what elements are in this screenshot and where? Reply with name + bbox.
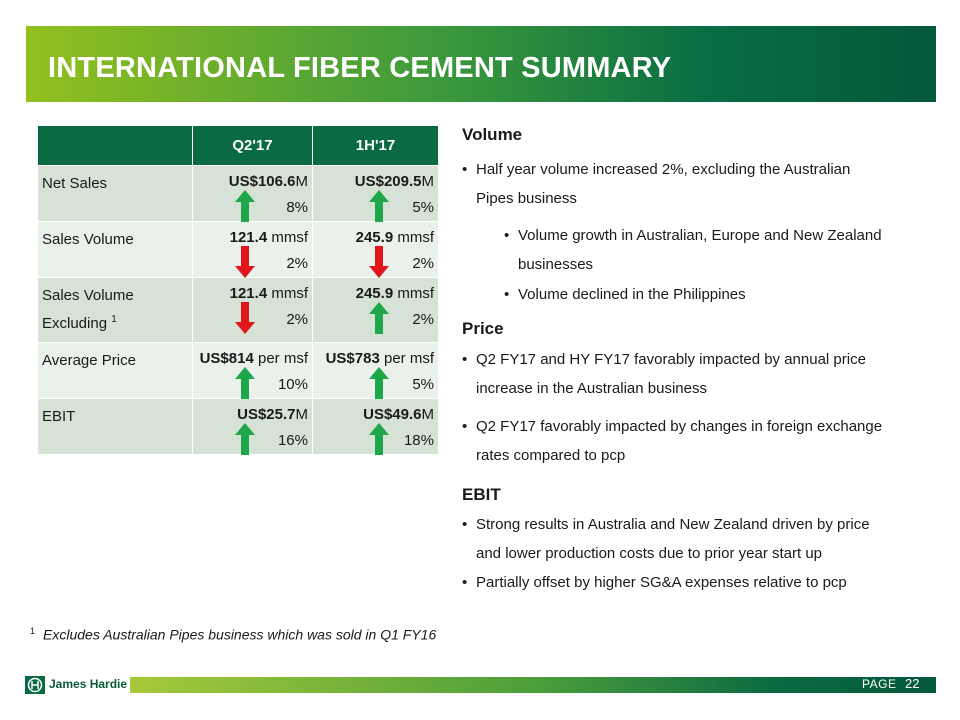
value: US$209.5M	[354, 173, 434, 190]
value: US$49.6M	[363, 406, 434, 423]
list-item: • Volume growth in Australian, Europe an…	[504, 221, 932, 279]
bullet-icon: •	[462, 516, 468, 533]
list-item: • Q2 FY17 and HY FY17 favorably impacted…	[462, 345, 932, 403]
summary-table: Q2'17 1H'17 Net Sales US$106.6M 8% US$20…	[37, 125, 439, 455]
footnote-marker: 1	[30, 626, 36, 636]
change-percent: 18%	[403, 432, 434, 449]
change-percent: 10%	[277, 376, 308, 393]
header-q2: Q2'17	[192, 125, 313, 166]
page-number: 22	[905, 676, 920, 691]
list-item: • Half year volume increased 2%, excludi…	[462, 155, 932, 213]
up-arrow-icon	[235, 190, 255, 222]
cell-1h-sales-volume: 245.9 mmsf 2%	[312, 221, 439, 278]
value: US$783 per msf	[325, 350, 434, 367]
james-hardie-logo-icon	[25, 676, 45, 694]
up-arrow-icon	[235, 367, 255, 399]
up-arrow-icon	[369, 190, 389, 222]
cell-1h-net-sales: US$209.5M 5%	[312, 165, 439, 222]
list-item: • Strong results in Australia and New Ze…	[462, 510, 932, 568]
change-percent: 5%	[412, 199, 434, 216]
bullet-icon: •	[462, 418, 468, 435]
row-label-sales-volume: Sales Volume	[37, 221, 193, 278]
down-arrow-icon	[369, 246, 389, 278]
up-arrow-icon	[235, 423, 255, 455]
change-percent: 16%	[277, 432, 308, 449]
table-header-row: Q2'17 1H'17	[37, 125, 439, 166]
footnote: 1 Excludes Australian Pipes business whic…	[30, 626, 436, 643]
cell-q2-ebit: US$25.7M 16%	[192, 398, 313, 455]
value: US$25.7M	[237, 406, 308, 423]
down-arrow-icon	[235, 302, 255, 334]
value: 245.9 mmsf	[355, 285, 434, 302]
up-arrow-icon	[369, 367, 389, 399]
up-arrow-icon	[369, 423, 389, 455]
up-arrow-icon	[369, 302, 389, 334]
row-label-net-sales: Net Sales	[37, 165, 193, 222]
change-percent: 2%	[412, 311, 434, 328]
footer-bar	[130, 677, 936, 693]
bullet-icon: •	[462, 351, 468, 368]
header-1h: 1H'17	[312, 125, 439, 166]
list-item: • Q2 FY17 favorably impacted by changes …	[462, 412, 932, 470]
page-title: INTERNATIONAL FIBER CEMENT SUMMARY	[48, 52, 672, 84]
header-corner	[37, 125, 193, 166]
change-percent: 2%	[412, 255, 434, 272]
change-percent: 5%	[412, 376, 434, 393]
cell-q2-sales-volume: 121.4 mmsf 2%	[192, 221, 313, 278]
value: US$106.6M	[228, 173, 308, 190]
row-label-sales-volume-excluding: Sales Volume Excluding 1	[37, 277, 193, 343]
price-heading: Price	[462, 319, 504, 338]
cell-1h-sales-volume-excluding: 245.9 mmsf 2%	[312, 277, 439, 343]
list-item: • Partially offset by higher SG&A expens…	[462, 568, 932, 597]
row-label-average-price: Average Price	[37, 342, 193, 399]
value: 121.4 mmsf	[229, 229, 308, 246]
cell-q2-net-sales: US$106.6M 8%	[192, 165, 313, 222]
bullet-icon: •	[462, 161, 468, 178]
page-label: PAGE	[862, 677, 897, 691]
title-bar: INTERNATIONAL FIBER CEMENT SUMMARY	[26, 26, 936, 102]
list-item: • Volume declined in the Philippines	[504, 280, 932, 309]
volume-heading: Volume	[462, 125, 523, 144]
table-row: Average Price US$814 per msf 10% US$783 …	[37, 342, 439, 399]
value: 121.4 mmsf	[229, 285, 308, 302]
footnote-text: Excludes Australian Pipes business which…	[43, 626, 437, 643]
cell-1h-average-price: US$783 per msf 5%	[312, 342, 439, 399]
bullet-icon: •	[504, 227, 510, 244]
table-row: Net Sales US$106.6M 8% US$209.5M 5%	[37, 165, 439, 222]
table-row: EBIT US$25.7M 16% US$49.6M 18%	[37, 398, 439, 455]
table-row: Sales Volume Excluding 1 121.4 mmsf 2% 2…	[37, 277, 439, 343]
table-row: Sales Volume 121.4 mmsf 2% 245.9 mmsf 2%	[37, 221, 439, 278]
cell-q2-sales-volume-excluding: 121.4 mmsf 2%	[192, 277, 313, 343]
change-percent: 8%	[286, 199, 308, 216]
row-label-ebit: EBIT	[37, 398, 193, 455]
ebit-heading: EBIT	[462, 485, 501, 504]
bullet-icon: •	[504, 286, 510, 303]
change-percent: 2%	[286, 255, 308, 272]
company-name: James Hardie	[49, 677, 128, 691]
value: US$814 per msf	[199, 350, 308, 367]
bullet-icon: •	[462, 574, 468, 591]
cell-q2-average-price: US$814 per msf 10%	[192, 342, 313, 399]
down-arrow-icon	[235, 246, 255, 278]
cell-1h-ebit: US$49.6M 18%	[312, 398, 439, 455]
change-percent: 2%	[286, 311, 308, 328]
value: 245.9 mmsf	[355, 229, 434, 246]
